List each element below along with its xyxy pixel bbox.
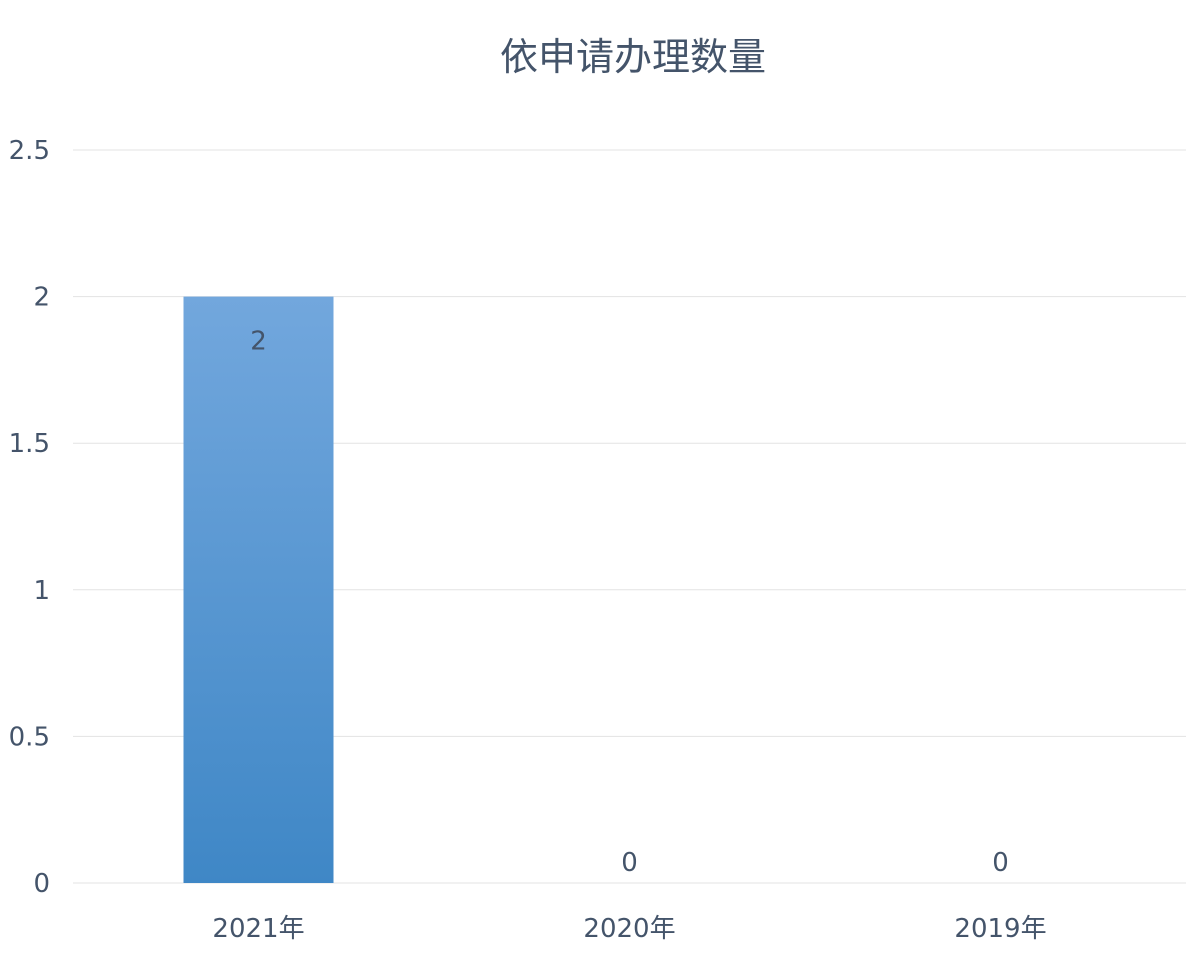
chart-title: 依申请办理数量 — [500, 35, 766, 79]
y-tick-label: 1.5 — [9, 429, 50, 459]
x-tick-label: 2020年 — [583, 914, 675, 944]
x-tick-label: 2021年 — [212, 914, 304, 944]
bar — [183, 296, 334, 884]
data-label: 0 — [992, 848, 1009, 878]
y-tick-label: 1 — [33, 576, 50, 606]
y-tick-label: 0.5 — [9, 722, 50, 752]
y-tick-label: 2 — [33, 283, 50, 313]
y-tick-label: 0 — [33, 869, 50, 899]
data-label: 2 — [250, 327, 267, 357]
data-label: 0 — [621, 848, 638, 878]
y-tick-label: 2.5 — [9, 136, 50, 166]
x-tick-label: 2019年 — [954, 914, 1046, 944]
